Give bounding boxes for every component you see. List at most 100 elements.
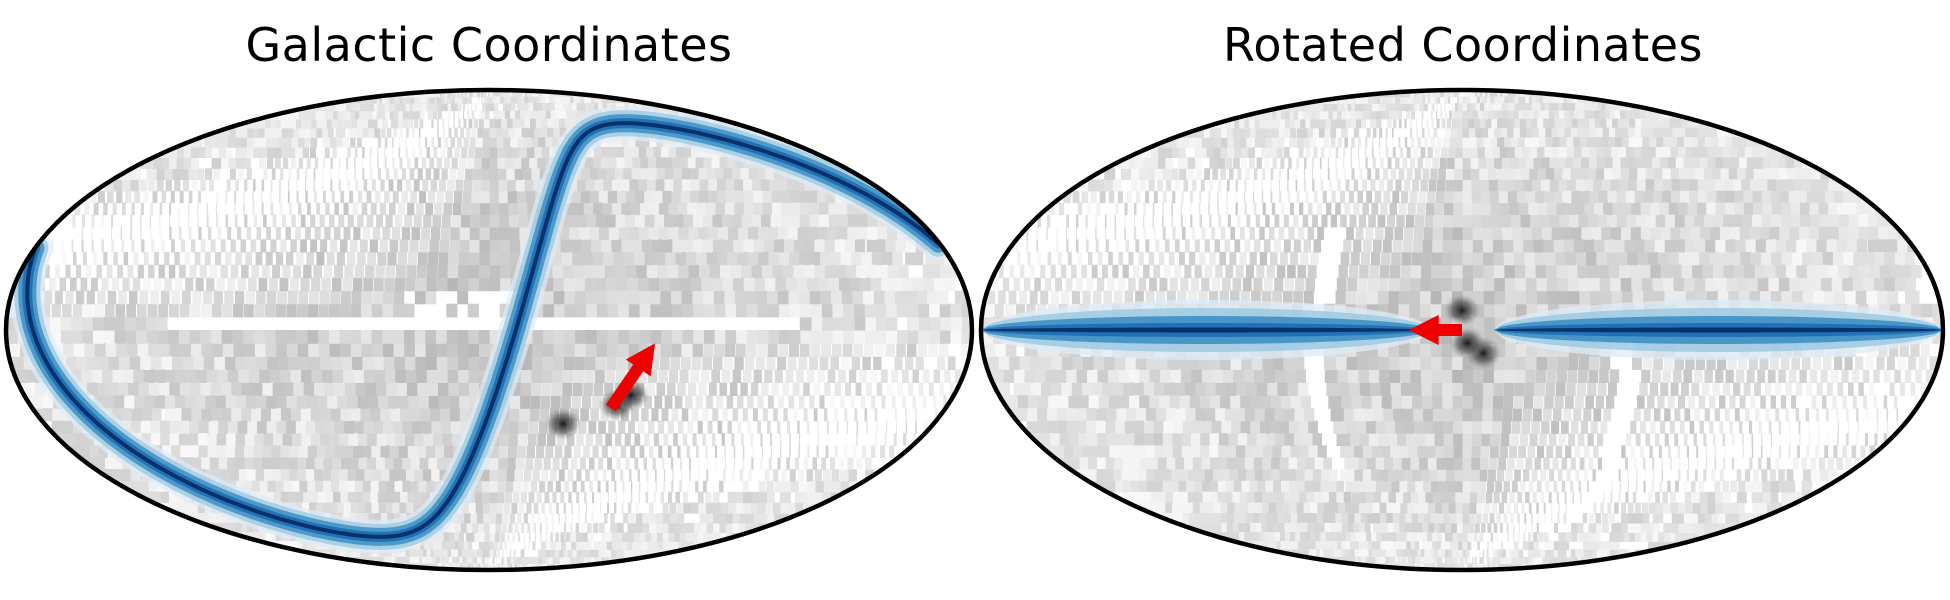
density-pixel bbox=[342, 382, 356, 396]
density-pixel bbox=[1576, 277, 1590, 292]
density-pixel bbox=[92, 343, 106, 357]
density-pixel bbox=[1697, 502, 1708, 514]
density-pixel bbox=[792, 382, 800, 396]
density-pixel bbox=[643, 395, 652, 409]
density-pixel bbox=[751, 457, 754, 470]
density-pixel bbox=[227, 127, 248, 138]
density-pixel bbox=[352, 277, 363, 292]
density-pixel bbox=[1717, 502, 1730, 514]
density-pixel bbox=[441, 168, 448, 180]
density-pixel bbox=[443, 457, 455, 470]
density-pixel bbox=[1910, 343, 1920, 357]
density-pixel bbox=[489, 137, 497, 148]
density-pixel bbox=[1491, 556, 1501, 564]
density-pixel bbox=[520, 382, 531, 396]
density-pixel bbox=[287, 190, 290, 204]
density-pixel bbox=[449, 168, 457, 180]
density-pixel bbox=[1545, 480, 1550, 493]
density-pixel bbox=[615, 168, 632, 180]
density-pixel bbox=[849, 369, 857, 383]
density-pixel bbox=[1812, 356, 1822, 370]
density-pixel bbox=[380, 127, 386, 138]
density-pixel bbox=[605, 290, 618, 305]
density-pixel bbox=[294, 137, 305, 148]
density-pixel bbox=[408, 118, 414, 129]
density-pixel bbox=[454, 103, 459, 112]
density-pixel bbox=[689, 457, 691, 470]
density-pixel bbox=[468, 264, 480, 279]
density-pixel bbox=[643, 264, 658, 279]
density-pixel bbox=[1603, 251, 1617, 266]
density-pixel bbox=[553, 303, 565, 318]
density-pixel bbox=[607, 330, 619, 344]
density-pixel bbox=[690, 290, 703, 305]
density-pixel bbox=[380, 480, 395, 493]
density-pixel bbox=[122, 277, 130, 292]
density-pixel bbox=[357, 408, 371, 422]
density-pixel bbox=[72, 214, 76, 228]
density-pixel bbox=[853, 343, 863, 357]
density-pixel bbox=[670, 356, 681, 370]
density-pixel bbox=[716, 457, 717, 470]
density-pixel bbox=[397, 179, 403, 192]
density-pixel bbox=[623, 168, 640, 180]
density-pixel bbox=[1533, 532, 1538, 542]
density-pixel bbox=[139, 179, 148, 192]
density-pixel bbox=[463, 541, 473, 550]
density-pixel bbox=[359, 239, 368, 253]
density-pixel bbox=[296, 168, 300, 180]
density-pixel bbox=[355, 480, 371, 493]
density-pixel bbox=[413, 179, 420, 192]
density-pixel bbox=[1769, 480, 1779, 493]
density-pixel bbox=[279, 190, 281, 204]
density-pixel bbox=[721, 369, 731, 383]
density-pixel bbox=[82, 214, 85, 228]
density-pixel bbox=[354, 147, 358, 158]
density-pixel bbox=[620, 445, 627, 458]
density-pixel bbox=[485, 103, 490, 112]
density-pixel bbox=[755, 303, 769, 318]
density-pixel bbox=[270, 239, 277, 253]
density-pixel bbox=[770, 513, 789, 524]
density-pixel bbox=[1691, 382, 1700, 396]
density-pixel bbox=[787, 303, 801, 318]
density-pixel bbox=[416, 202, 424, 216]
density-pixel bbox=[712, 408, 719, 422]
density-pixel bbox=[260, 239, 267, 253]
density-pixel bbox=[447, 147, 453, 158]
density-pixel bbox=[1688, 395, 1696, 409]
density-pixel bbox=[725, 457, 727, 470]
density-pixel bbox=[346, 157, 348, 169]
density-pixel bbox=[1635, 433, 1641, 447]
density-pixel bbox=[472, 179, 481, 192]
density-pixel bbox=[489, 469, 498, 482]
density-pixel bbox=[298, 369, 312, 383]
density-pixel bbox=[354, 264, 364, 279]
density-pixel bbox=[316, 251, 325, 266]
density-pixel bbox=[882, 457, 890, 470]
density-pixel bbox=[646, 382, 655, 396]
density-pixel bbox=[1503, 147, 1515, 158]
density-pixel bbox=[275, 226, 281, 240]
density-pixel bbox=[732, 502, 744, 514]
density-pixel bbox=[60, 343, 74, 357]
density-pixel bbox=[103, 202, 108, 216]
density-pixel bbox=[615, 491, 617, 504]
density-pixel bbox=[588, 420, 597, 434]
density-pixel bbox=[571, 395, 581, 409]
density-pixel bbox=[91, 277, 98, 292]
density-pixel bbox=[302, 147, 309, 158]
density-pixel bbox=[578, 157, 593, 169]
density-pixel bbox=[760, 457, 763, 470]
density-pixel bbox=[104, 303, 115, 318]
density-pixel bbox=[495, 147, 505, 158]
density-pixel bbox=[1795, 382, 1802, 396]
density-pixel bbox=[856, 433, 858, 447]
density-pixel bbox=[407, 110, 416, 120]
density-pixel bbox=[780, 502, 796, 514]
density-pixel bbox=[617, 356, 628, 370]
density-pixel bbox=[568, 491, 572, 504]
density-pixel bbox=[1818, 420, 1820, 434]
density-pixel bbox=[534, 457, 543, 470]
density-pixel bbox=[627, 522, 637, 533]
